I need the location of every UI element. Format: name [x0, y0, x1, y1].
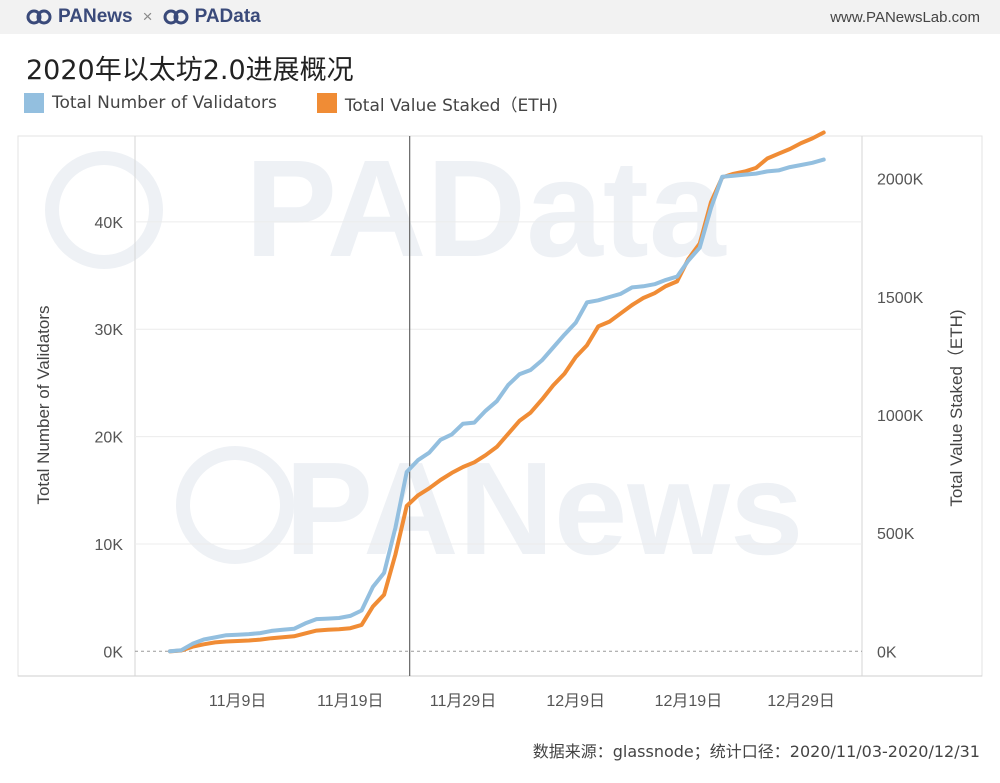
legend-label-staked: Total Value Staked（ETH): [344, 95, 558, 116]
x-tick-label: 11月9日: [209, 693, 267, 710]
legend-label-validators: Total Number of Validators: [52, 93, 277, 113]
watermark-logo-icon: [45, 151, 163, 269]
watermark-logo-icon: [176, 446, 294, 564]
brand-logo: PANews × PAData: [26, 6, 261, 28]
watermark-panews: PANews: [285, 435, 803, 582]
legend-swatch-staked: [316, 93, 337, 113]
x-tick-label: 12月29日: [767, 693, 835, 710]
y-left-tick-label: 30K: [95, 322, 124, 339]
x-tick-label: 12月9日: [546, 693, 605, 710]
y-left-tick-label: 10K: [95, 537, 124, 554]
y-right-axis-title: Total Value Staked（ETH): [947, 309, 966, 506]
brand-panews: PANews: [58, 6, 133, 27]
legend: Total Number of Validators Total Value S…: [24, 91, 598, 116]
y-left-tick-label: 40K: [95, 215, 124, 232]
x-tick-label: 11月29日: [430, 693, 496, 710]
grid-layer: [17, 135, 983, 677]
y-left-tick-label: 20K: [95, 430, 124, 447]
site-url[interactable]: www.PANewsLab.com: [830, 9, 980, 26]
y-left-tick-label: 0K: [103, 644, 123, 661]
brand-separator: ×: [142, 7, 153, 26]
watermark-layer: PAData PANews: [45, 132, 803, 582]
chart-title: 2020年以太坊2.0进展概况: [26, 55, 354, 86]
y-right-tick-label: 1500K: [877, 290, 924, 307]
series-line-validators: [168, 157, 826, 654]
panews-logo-icon: [26, 9, 52, 25]
legend-item-staked: Total Value Staked（ETH): [316, 91, 558, 116]
y-right-tick-label: 500K: [877, 526, 915, 543]
series-layer: [168, 130, 826, 654]
brand-padata: PAData: [194, 6, 261, 27]
legend-swatch-validators: [24, 93, 44, 113]
y-right-tick-label: 1000K: [877, 408, 924, 425]
x-tick-label: 11月19日: [317, 693, 383, 710]
legend-item-validators: Total Number of Validators: [24, 93, 277, 113]
y-right-tick-label: 0K: [877, 644, 897, 661]
padata-logo-icon: [163, 9, 189, 25]
y-right-tick-label: 2000K: [877, 172, 924, 189]
top-bar: PANews × PAData www.PANewsLab.com: [0, 0, 1000, 34]
source-footnote: 数据来源：glassnode；统计口径：2020/11/03-2020/12/3…: [532, 742, 980, 761]
x-tick-label: 12月19日: [655, 693, 723, 710]
watermark-padata: PAData: [245, 132, 727, 286]
tick-label-layer: 0K 10K 20K 30K 40K 0K 500K 1000K 1500K 2000K 11月9日…: [34, 172, 966, 710]
y-left-axis-title: Total Number of Validators: [34, 305, 53, 504]
